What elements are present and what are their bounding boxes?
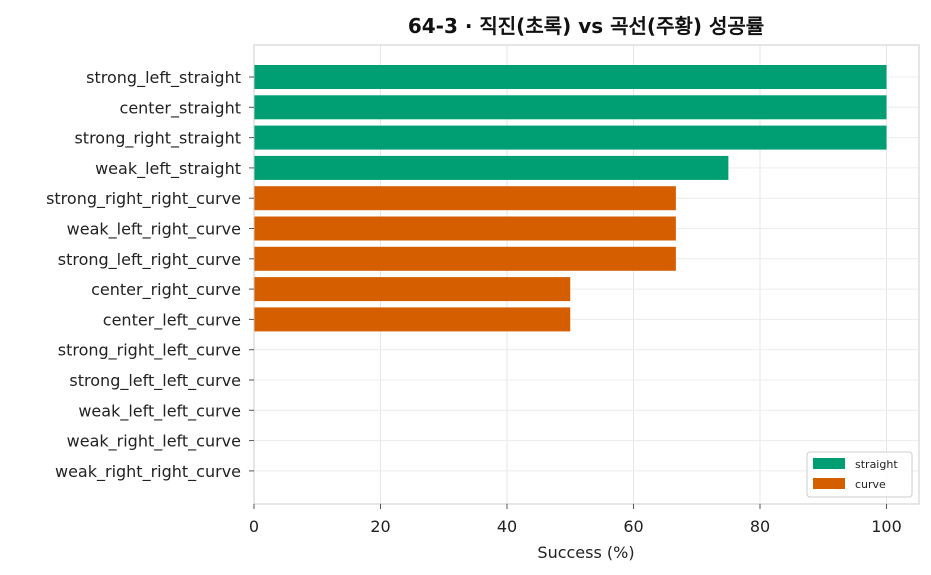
y-tick-label: strong_right_straight: [74, 129, 241, 149]
legend: straight curve: [806, 451, 913, 498]
y-tick-label: strong_right_left_curve: [58, 341, 241, 361]
bar-strong_right_right_curve: [254, 186, 676, 211]
x-tick-labels: 0 20 40 60 80 100: [249, 504, 902, 536]
y-tick-label: weak_left_left_curve: [78, 401, 241, 421]
bar-strong_right_straight: [254, 125, 887, 150]
bar-center_straight: [254, 95, 887, 120]
y-tick-label: center_straight: [120, 98, 241, 118]
legend-label-straight: straight: [855, 458, 898, 471]
bar-weak_left_straight: [254, 155, 729, 180]
x-tick-label: 20: [370, 517, 390, 536]
bar-center_left_curve: [254, 307, 571, 332]
x-tick-label: 100: [871, 517, 902, 536]
x-tick-label: 60: [623, 517, 643, 536]
chart-title: 64-3 · 직진(초록) vs 곡선(주황) 성공률: [408, 14, 764, 38]
bar-weak_left_right_curve: [254, 216, 676, 241]
y-tick-label: center_right_curve: [91, 280, 241, 300]
y-tick-label: center_left_curve: [103, 310, 241, 330]
y-tick-label: weak_left_straight: [95, 159, 241, 179]
y-tick-labels: strong_left_straight center_straightstron…: [46, 68, 254, 482]
bar-strong_left_straight: [254, 65, 887, 89]
plot-frame: [253, 44, 920, 505]
y-tick-label: strong_left_straight: [86, 68, 241, 88]
x-tick-label: 80: [750, 517, 770, 536]
legend-label-curve: curve: [855, 478, 886, 491]
bar-center_right_curve: [254, 277, 571, 302]
x-tick-label: 40: [497, 517, 517, 536]
y-tick-label: strong_right_right_curve: [46, 189, 241, 209]
bar-strong_left_right_curve: [254, 246, 676, 271]
x-tick-label: 0: [249, 517, 259, 536]
y-tick-label: strong_left_right_curve: [58, 250, 241, 270]
bars: [254, 65, 887, 332]
y-tick-label: strong_left_left_curve: [69, 371, 241, 391]
y-tick-label: weak_right_right_curve: [55, 462, 241, 482]
y-tick-label: weak_left_right_curve: [67, 220, 241, 240]
legend-swatch-straight: [813, 458, 845, 469]
x-axis-label: Success (%): [537, 543, 634, 562]
y-tick-label: weak_right_left_curve: [67, 432, 241, 452]
legend-swatch-curve: [813, 478, 845, 489]
